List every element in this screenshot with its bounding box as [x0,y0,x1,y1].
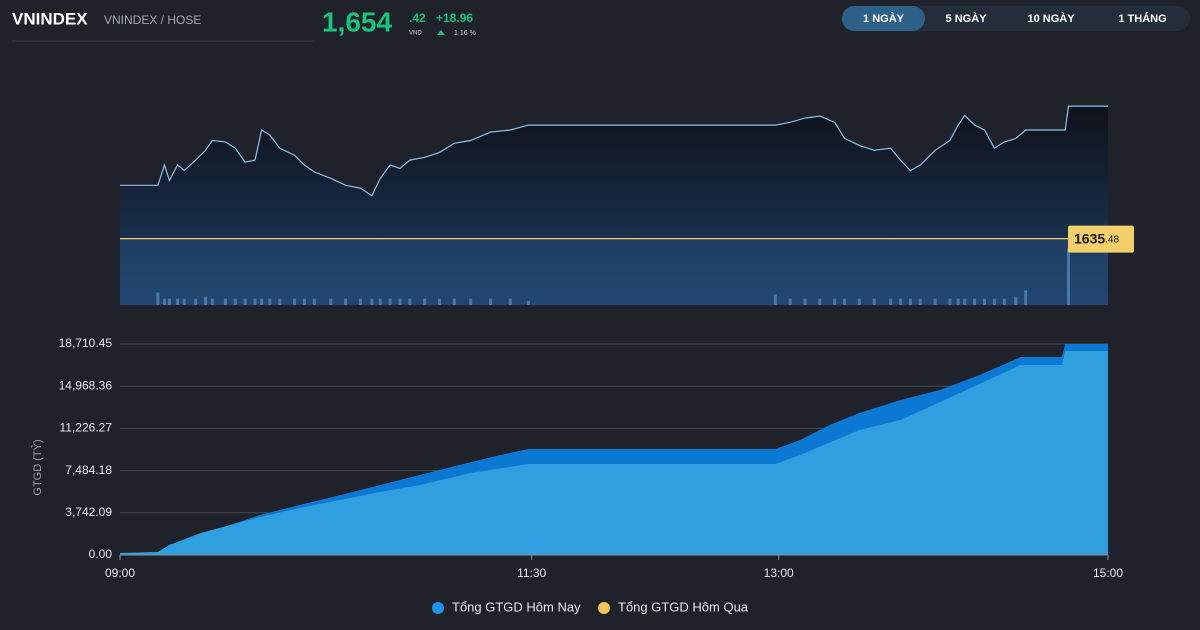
volume-bar [963,298,967,305]
volume-bar [293,298,297,305]
tab-label[interactable]: 1 THÁNG [1118,12,1166,25]
reference-label: 1635.48 [1074,230,1119,246]
volume-bar [182,298,186,305]
volume-bar [773,294,777,305]
tab-bar [841,6,1190,31]
volume-bar [204,296,208,305]
volume-bar [423,298,427,305]
volume-bar [210,298,214,305]
volume-bar [312,298,316,305]
price-int: 1,654 [322,6,392,37]
volume-bar [452,298,456,305]
volume-bar [992,298,996,305]
volume-bar [302,298,306,305]
volume-bar [388,298,392,305]
tab-label[interactable]: 5 NGÀY [946,12,988,25]
legend-label[interactable]: Tổng GTGD Hôm Qua [618,599,749,614]
exchange: VNINDEX / HOSE [104,13,201,27]
legend-label[interactable]: Tổng GTGD Hôm Nay [452,599,581,614]
volume-bar [788,298,792,305]
volume-bar [508,298,512,305]
volume-bar [398,298,402,305]
y-axis-title: GTGD (TỶ) [31,439,44,495]
volume-bar [526,300,530,305]
volume-bar [843,298,847,305]
volume-bar [833,298,837,305]
volume-bar [253,298,257,305]
y-tick-label: 3,742.09 [65,505,112,519]
legend-swatch[interactable] [598,602,610,614]
y-tick-label: 0.00 [89,547,113,561]
volume-bar [956,298,960,305]
y-tick-label: 7,484.18 [65,463,112,477]
volume-bar [489,298,492,305]
legend-swatch[interactable] [432,602,444,614]
volume-bar [889,298,893,305]
volume-bar [857,298,861,305]
x-tick-label: 13:00 [764,566,794,580]
volume-bar [233,298,237,305]
volume-bar [194,298,198,305]
area-series [120,351,1108,555]
y-tick-label: 18,710.45 [59,336,113,350]
tab-label[interactable]: 10 NGÀY [1027,12,1075,25]
volume-bar [408,298,412,305]
volume-bar [278,298,282,305]
volume-bar [1024,290,1028,305]
volume-bar [933,298,937,305]
volume-bar [818,298,822,305]
change: +18.96 [436,11,473,25]
tab[interactable] [842,6,925,31]
volume-bar [162,298,166,305]
volume-bar [899,298,903,305]
currency: VND [409,31,422,37]
x-tick-label: 15:00 [1093,566,1123,580]
volume-bar [908,298,912,305]
x-tick-label: 11:30 [517,566,546,580]
volume-bar [872,298,876,305]
up-arrow [437,30,445,35]
tab-label[interactable]: 1 NGÀY [863,12,905,25]
volume-bar [167,298,171,305]
volume-bar [1014,296,1018,305]
volume-bar [268,298,272,305]
volume-bar [223,298,227,305]
volume-bar [156,292,160,305]
change-pct: 1.16 % [454,30,476,37]
volume-bar [1066,248,1070,305]
symbol: VNINDEX [12,9,88,28]
volume-bar [176,298,180,305]
volume-bar [358,298,362,305]
volume-bar [973,298,977,305]
volume-bar [948,298,952,305]
y-tick-label: 11,226.27 [60,421,113,435]
y-tick-label: 14,968.36 [59,378,113,392]
reference-badge [1068,225,1134,253]
price-area [120,106,1108,305]
x-tick-label: 09:00 [105,566,135,580]
volume-bar [243,298,247,305]
price-dec: .42 [409,11,426,25]
tabs: 1 NGÀY 5 NGÀY 10 NGÀY 1 THÁNG [842,6,1167,31]
volume-bar [803,298,807,305]
volume-bar [344,298,348,305]
volume-bar [918,298,922,305]
volume-bar [378,298,382,305]
volume-bar [1002,298,1006,305]
volume-bar [260,298,264,305]
volume-bar [437,298,441,305]
volume-bar [370,298,374,305]
volume-bar [469,298,473,305]
volume-bar [329,298,333,305]
price-line [120,105,1108,197]
below-reference-shade [120,238,1108,305]
volume-bar [983,298,986,305]
